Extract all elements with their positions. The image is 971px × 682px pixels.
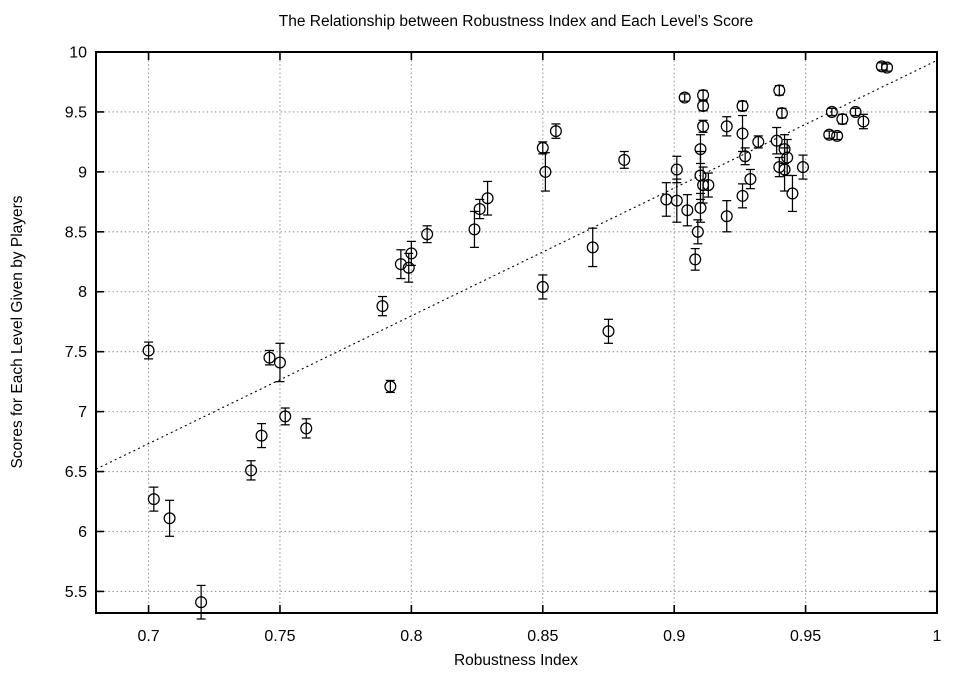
data-point	[720, 200, 733, 233]
data-point	[384, 379, 397, 394]
data-point	[549, 123, 562, 139]
data-point	[660, 182, 673, 217]
plot-border	[95, 51, 938, 614]
y-tick-label: 8	[78, 284, 87, 301]
y-tick-label: 6.5	[65, 464, 87, 481]
data-point	[255, 422, 268, 449]
chart-title: The Relationship between Robustness Inde…	[279, 13, 753, 30]
data-point	[681, 194, 694, 227]
data-point	[720, 116, 733, 137]
data-point	[786, 174, 799, 213]
data-point	[536, 274, 549, 300]
data-point	[849, 105, 862, 118]
data-points	[142, 60, 894, 620]
data-point	[481, 180, 494, 216]
trend-line	[95, 59, 938, 470]
data-point	[689, 247, 702, 271]
data-point	[421, 225, 434, 244]
data-point	[405, 240, 418, 266]
data-point	[770, 126, 783, 155]
data-point	[670, 155, 683, 184]
y-tick-label: 8.5	[65, 224, 87, 241]
x-tick-label: 1	[933, 628, 942, 645]
data-point	[376, 295, 389, 317]
data-point	[678, 91, 691, 104]
data-point	[752, 135, 765, 149]
y-tick-label: 5.5	[65, 584, 87, 601]
data-point	[279, 407, 292, 426]
data-point	[825, 105, 838, 118]
data-point	[602, 318, 615, 344]
data-point	[245, 460, 258, 481]
x-tick-label: 0.9	[663, 628, 685, 645]
data-point	[694, 150, 707, 201]
data-point	[778, 147, 791, 192]
data-point	[697, 99, 710, 112]
y-tick-label: 7.5	[65, 344, 87, 361]
y-tick-label: 10	[69, 45, 87, 62]
y-tick-label: 9.5	[65, 104, 87, 121]
data-point	[744, 168, 757, 190]
y-axis-label: Scores for Each Level Given by Players	[9, 195, 26, 468]
data-point	[739, 147, 752, 166]
x-tick-label: 0.95	[790, 628, 821, 645]
data-point	[796, 154, 809, 180]
data-point	[702, 172, 715, 198]
y-tick-label: 9	[78, 164, 87, 181]
data-point	[586, 227, 599, 268]
y-tick-label: 6	[78, 524, 87, 541]
x-axis-label: Robustness Index	[454, 652, 578, 669]
data-point	[736, 114, 749, 153]
data-point	[618, 150, 631, 169]
data-point	[775, 107, 788, 120]
x-tick-label: 0.7	[137, 628, 159, 645]
data-point	[263, 349, 276, 366]
x-tick-label: 0.8	[400, 628, 422, 645]
data-point	[147, 486, 160, 512]
data-point	[736, 183, 749, 209]
data-point	[697, 89, 710, 102]
data-point	[773, 84, 786, 97]
data-point	[394, 249, 407, 280]
data-point	[273, 342, 286, 383]
data-point	[670, 178, 683, 223]
data-point	[836, 113, 849, 126]
data-point	[881, 61, 894, 74]
tick-labels: 0.7 0.75 0.8 0.85 0.9 0.95 1 5.5 6 6.5 7 7.5 8 8.5 9 9.…	[65, 45, 942, 646]
x-tick-label: 0.85	[527, 628, 558, 645]
grid-lines	[96, 51, 938, 613]
axes-frame	[95, 51, 938, 614]
data-point	[691, 219, 704, 245]
fit-line	[95, 59, 938, 470]
data-point	[539, 152, 552, 192]
data-point	[468, 210, 481, 249]
data-point	[142, 341, 155, 360]
y-tick-label: 7	[78, 404, 87, 421]
data-point	[163, 499, 176, 537]
data-point	[857, 113, 870, 130]
data-point	[697, 119, 710, 133]
data-point	[831, 129, 844, 142]
x-tick-label: 0.75	[264, 628, 295, 645]
data-point	[736, 99, 749, 112]
data-point	[300, 418, 313, 439]
